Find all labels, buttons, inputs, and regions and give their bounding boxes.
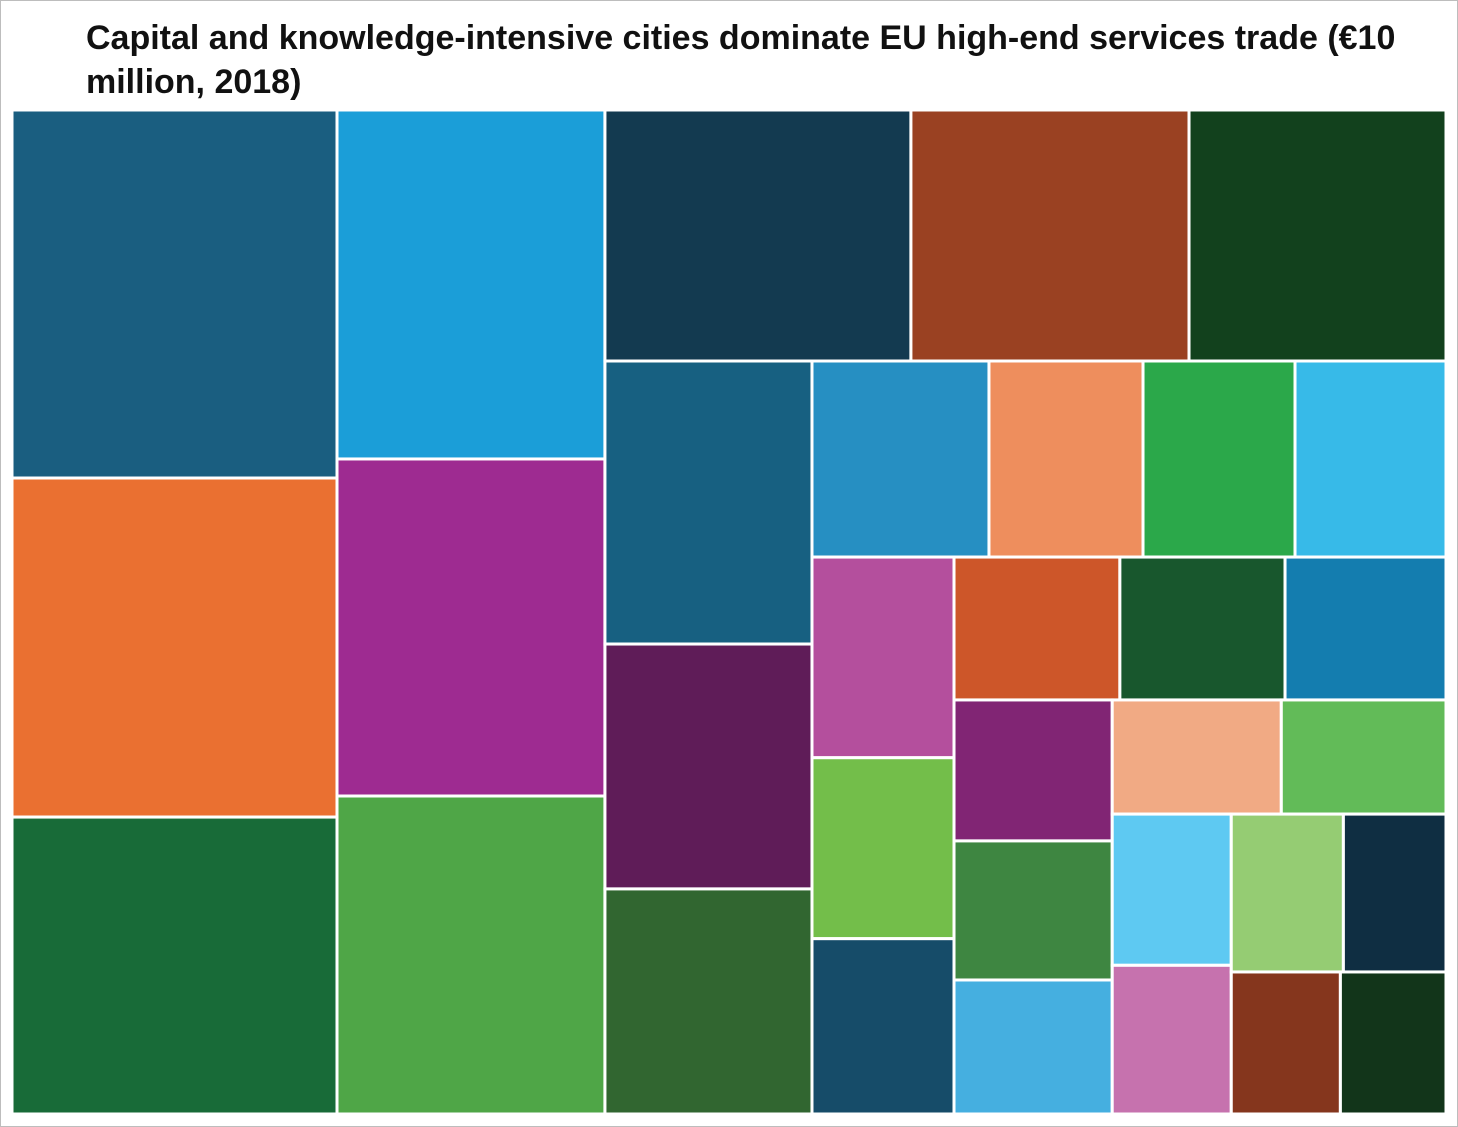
treemap-tile bbox=[810, 359, 991, 559]
treemap-tile bbox=[10, 476, 339, 819]
chart-title: Capital and knowledge-intensive cities d… bbox=[86, 19, 1396, 101]
treemap-tile bbox=[1229, 970, 1342, 1116]
treemap-tile bbox=[952, 978, 1114, 1116]
treemap-tile bbox=[1118, 555, 1287, 702]
treemap-tile bbox=[10, 108, 339, 480]
treemap-tile bbox=[810, 555, 956, 760]
treemap-tile bbox=[1283, 555, 1448, 702]
treemap-tile bbox=[810, 937, 956, 1116]
treemap-tile bbox=[335, 794, 607, 1116]
treemap-tile bbox=[909, 108, 1191, 363]
treemap-tile bbox=[1341, 812, 1448, 974]
treemap-tile bbox=[952, 555, 1122, 702]
treemap-tile bbox=[1110, 963, 1233, 1116]
treemap-tile bbox=[1187, 108, 1448, 363]
treemap-tile bbox=[603, 359, 814, 646]
treemap-tile bbox=[1293, 359, 1448, 559]
treemap-tile bbox=[1279, 698, 1448, 816]
treemap-tile bbox=[1229, 812, 1345, 974]
treemap-tile bbox=[335, 457, 607, 798]
treemap-tile bbox=[603, 642, 814, 891]
treemap-tile bbox=[952, 698, 1114, 843]
treemap-tile bbox=[810, 756, 956, 941]
treemap-tile bbox=[1110, 812, 1233, 967]
treemap-tile bbox=[1338, 970, 1448, 1116]
treemap-tile bbox=[335, 108, 607, 461]
treemap-tile bbox=[603, 108, 913, 363]
treemap-tile bbox=[10, 815, 339, 1116]
treemap-tile bbox=[603, 887, 814, 1116]
treemap-tile bbox=[1141, 359, 1297, 559]
treemap-tile bbox=[987, 359, 1145, 559]
treemap-tile bbox=[952, 839, 1114, 982]
treemap-tile bbox=[1110, 698, 1283, 816]
